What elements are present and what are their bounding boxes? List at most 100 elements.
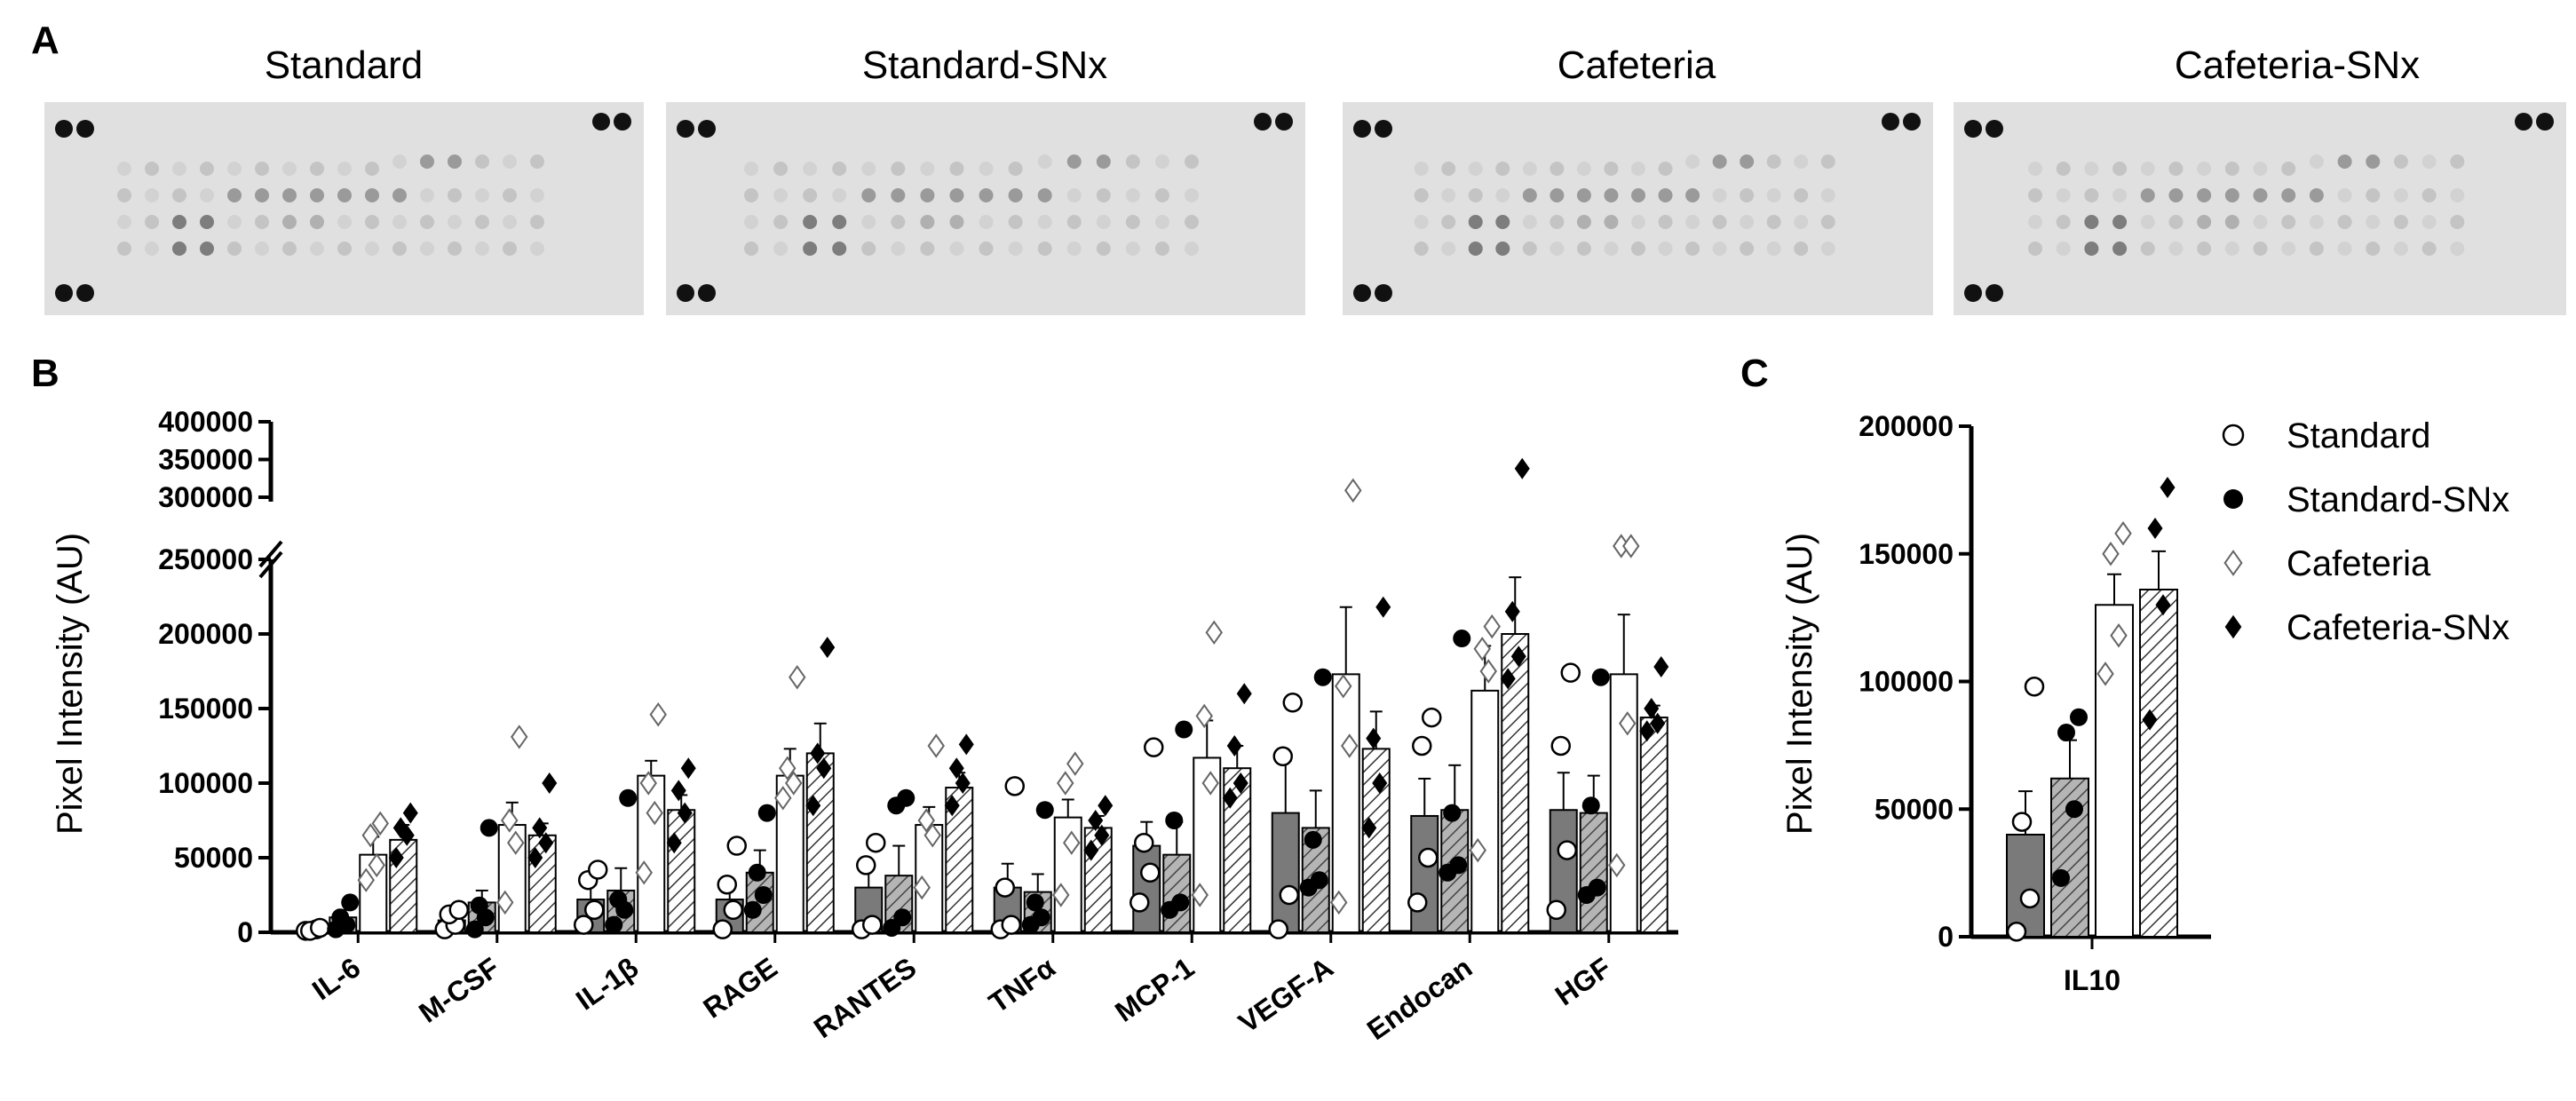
blot-spot — [310, 242, 324, 256]
marker-open-diamond — [639, 771, 657, 796]
blot-spot — [920, 215, 935, 229]
blot-spot — [2281, 162, 2296, 176]
blot-spot — [1154, 242, 1169, 256]
marker-open-diamond — [357, 867, 375, 892]
blot-spot — [2393, 188, 2408, 202]
marker-open-circle — [2019, 888, 2041, 909]
blot-spot — [2197, 162, 2212, 176]
bar — [1132, 844, 1161, 933]
blot-spot — [2421, 215, 2437, 229]
blot-spot — [803, 188, 818, 202]
marker-filled-diamond — [2155, 594, 2171, 616]
blot-spot — [282, 188, 297, 202]
blot-spot — [2450, 215, 2465, 229]
blot-spot — [1037, 154, 1052, 169]
blot-spot — [1353, 120, 1371, 138]
blot-spot — [1125, 154, 1140, 169]
blot-spot — [614, 113, 631, 131]
marker-open-diamond — [501, 808, 519, 833]
blot-spot — [1740, 242, 1755, 256]
blot-membrane — [1343, 102, 1933, 315]
blot-spot — [172, 188, 186, 202]
marker-filled-circle — [893, 908, 912, 927]
blot-spot — [2084, 162, 2099, 176]
blot-spot — [1096, 242, 1111, 256]
blot-spot — [744, 242, 758, 256]
x-tick-label: IL10 — [2064, 964, 2120, 996]
marker-filled-diamond — [1510, 646, 1526, 668]
blot-spot — [1154, 215, 1169, 229]
marker-open-diamond — [917, 808, 935, 833]
marker-filled-circle — [754, 886, 773, 904]
blot-spot — [1008, 242, 1023, 256]
marker-open-circle — [862, 915, 883, 935]
blot-spot — [1986, 284, 2003, 302]
blot-spot — [1096, 154, 1111, 169]
blot-spot — [310, 162, 324, 176]
y-tick-label: 350000 — [158, 444, 253, 476]
blot-spot — [420, 242, 434, 256]
blot-spot — [2337, 154, 2352, 169]
blot-spot — [2337, 242, 2352, 256]
marker-filled-circle — [605, 915, 623, 934]
blot-spot — [1375, 120, 1392, 138]
blot-spot — [1630, 242, 1645, 256]
marker-open-diamond — [1344, 478, 1362, 503]
blot-spot — [949, 188, 964, 202]
blot-spot — [503, 215, 517, 229]
marker-filled-circle — [2065, 800, 2083, 819]
blot-spot — [2421, 242, 2437, 256]
marker-filled-diamond — [527, 847, 543, 868]
blot-spot — [2084, 188, 2099, 202]
blot-spot — [227, 162, 242, 176]
marker-filled-diamond — [958, 733, 974, 756]
blot-background — [44, 102, 644, 315]
bar — [667, 809, 696, 933]
blot-spot — [2393, 215, 2408, 229]
marker-filled-diamond — [392, 817, 408, 839]
marker-filled-diamond — [402, 802, 418, 824]
blot-spot — [365, 188, 379, 202]
blot-spot — [979, 242, 994, 256]
blot-spot — [861, 242, 876, 256]
marker-open-circle — [856, 855, 876, 875]
axis-break-mark — [258, 550, 283, 579]
marker-filled-diamond — [1639, 720, 1655, 742]
blot-spot — [1630, 162, 1645, 176]
blot-spot — [1008, 188, 1023, 202]
blot-spot — [117, 215, 131, 229]
marker-filled-diamond — [542, 772, 558, 794]
blot-spot — [1550, 242, 1565, 256]
blot-spot — [2028, 215, 2042, 229]
blot-spot — [803, 242, 818, 256]
marker-filled-diamond — [1653, 655, 1669, 677]
blot-spot — [1964, 120, 1982, 138]
marker-open-diamond — [1619, 711, 1637, 736]
axis-break-mark — [258, 540, 283, 568]
marker-open-diamond — [1483, 614, 1501, 639]
marker-filled-diamond — [948, 757, 964, 780]
marker-filled-circle — [1310, 871, 1328, 890]
marker-open-circle — [310, 917, 330, 939]
blot-spot — [117, 162, 131, 176]
blot-spot — [1522, 242, 1537, 256]
blot-spot — [392, 242, 407, 256]
marker-open-circle — [1272, 746, 1293, 767]
blot-spot — [503, 154, 517, 169]
legend: Standard Standard-SNx Cafeteria Cafeteria-S… — [2222, 416, 2509, 647]
blot-spot — [592, 113, 610, 131]
marker-filled-circle — [1171, 893, 1190, 912]
blot-spot — [337, 188, 352, 202]
marker-filled-diamond — [532, 817, 548, 839]
blot-spot — [420, 215, 434, 229]
marker-open-diamond — [1479, 659, 1497, 684]
marker-open-diamond — [2114, 521, 2132, 546]
blot-spot — [920, 242, 935, 256]
blot-spot — [1658, 215, 1673, 229]
blot-spot — [2309, 154, 2324, 169]
marker-open-diamond — [1469, 837, 1486, 863]
blot-spot — [1740, 154, 1755, 169]
blot-spot — [1964, 284, 1982, 302]
y-tick-label: 150000 — [1859, 538, 1954, 570]
blot-spot — [1522, 215, 1537, 229]
